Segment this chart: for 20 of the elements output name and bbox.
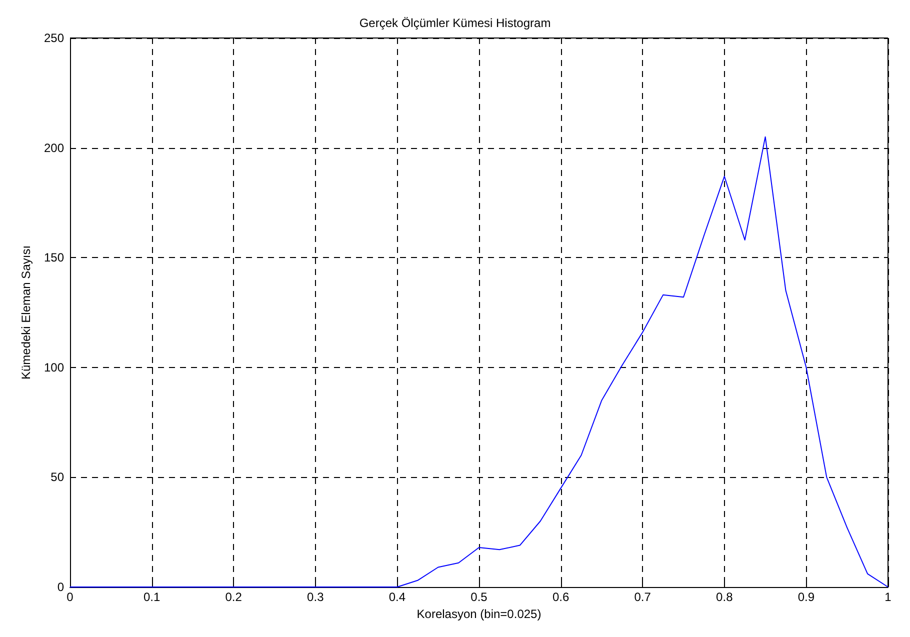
y-tick-label: 50: [50, 470, 64, 484]
x-tick-label: 0.1: [143, 590, 160, 604]
y-tick-label: 0: [57, 580, 64, 594]
x-tick-label: 0.7: [634, 590, 652, 604]
x-axis-title: Korelasyon (bin=0.025): [416, 606, 542, 621]
x-tick-label: 0.3: [307, 590, 324, 604]
y-tick-label: 200: [44, 140, 64, 155]
y-tick-label: 250: [44, 31, 64, 45]
x-tick-label: 0.5: [470, 590, 488, 604]
x-tick-label: 0.2: [225, 590, 242, 604]
x-tick-label: 0.6: [552, 590, 570, 604]
x-tick-label: 0: [66, 590, 74, 604]
y-tick-label: 150: [44, 250, 64, 265]
x-tick-label: 0.8: [716, 590, 734, 604]
chart-title: Gerçek Ölçümler Kümesi Histogram: [359, 16, 551, 30]
y-axis-title: Kümedeki Eleman Sayısı: [19, 245, 33, 380]
x-tick-label: 0.4: [388, 590, 406, 604]
x-tick-label: 1: [884, 590, 892, 604]
y-tick-label: 100: [44, 360, 64, 374]
x-tick-label: 0.9: [798, 590, 815, 604]
